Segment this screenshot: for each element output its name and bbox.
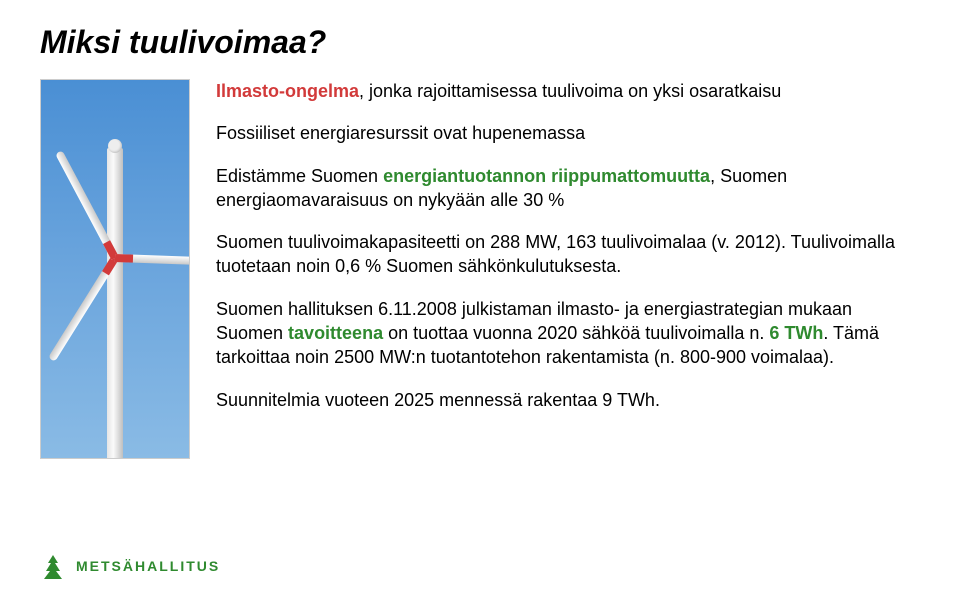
wind-turbine-image xyxy=(40,79,190,459)
paragraph-6: Suunnitelmia vuoteen 2025 mennessä raken… xyxy=(216,388,919,412)
highlight-ilmasto: Ilmasto-ongelma xyxy=(216,81,359,101)
slide: Miksi tuulivoimaa? Ilmasto-ongelma, jonk… xyxy=(0,0,959,599)
paragraph-1: Ilmasto-ongelma, jonka rajoittamisessa t… xyxy=(216,79,919,103)
turbine-tower xyxy=(107,148,123,458)
paragraph-4: Suomen tuulivoimakapasiteetti on 288 MW,… xyxy=(216,230,919,279)
highlight-6twh: 6 TWh xyxy=(769,323,823,343)
slide-title: Miksi tuulivoimaa? xyxy=(40,24,919,61)
footer-brand: METSÄHALLITUS xyxy=(76,558,220,574)
paragraph-3: Edistämme Suomen energiantuotannon riipp… xyxy=(216,164,919,213)
p5-mid: on tuottaa vuonna 2020 sähköä tuulivoima… xyxy=(383,323,769,343)
turbine-hub xyxy=(108,139,122,153)
text-column: Ilmasto-ongelma, jonka rajoittamisessa t… xyxy=(216,79,919,459)
paragraph-2: Fossiiliset energiaresurssit ovat hupene… xyxy=(216,121,919,145)
content-row: Ilmasto-ongelma, jonka rajoittamisessa t… xyxy=(40,79,919,459)
p1-text: , jonka rajoittamisessa tuulivoima on yk… xyxy=(359,81,781,101)
paragraph-5: Suomen hallituksen 6.11.2008 julkistaman… xyxy=(216,297,919,370)
highlight-tavoitteena: tavoitteena xyxy=(288,323,383,343)
highlight-riippumattomuus: energiantuotannon riippumattomuutta xyxy=(383,166,710,186)
p3-pre: Edistämme Suomen xyxy=(216,166,383,186)
tree-logo-icon xyxy=(40,553,66,579)
footer: METSÄHALLITUS xyxy=(40,553,220,579)
